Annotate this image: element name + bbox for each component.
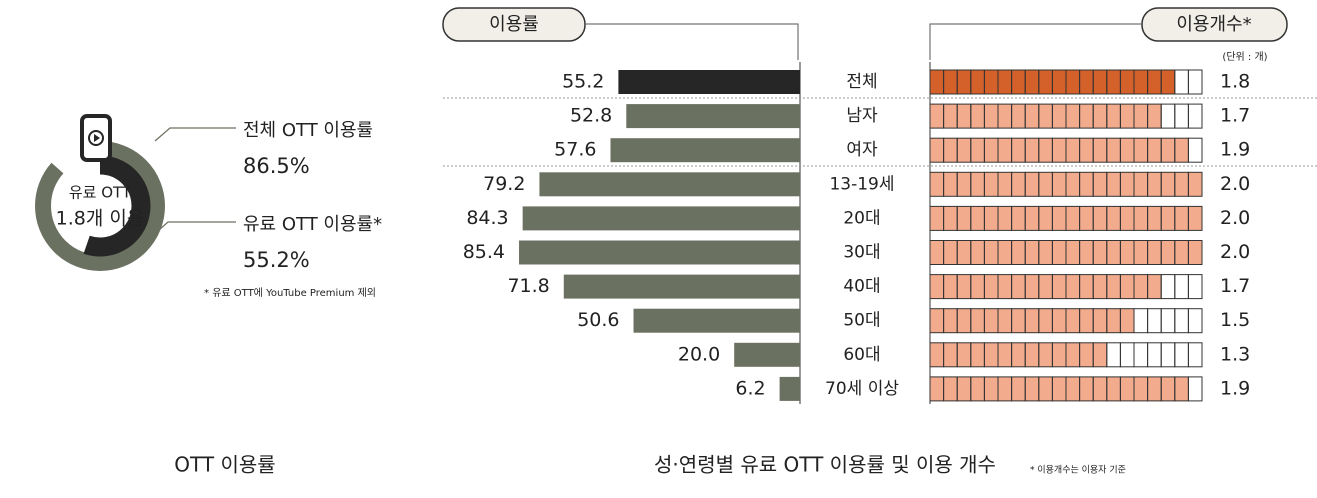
leader-line [154, 127, 236, 142]
data-label: 85.4 [463, 241, 505, 263]
data-label: 20.0 [678, 343, 720, 365]
cell-outline [1187, 240, 1203, 265]
category-label: 50대 [843, 311, 880, 331]
cell-outline [1187, 376, 1203, 402]
bar [618, 70, 800, 94]
legend-label: 전체 OTT 이용률 [243, 120, 373, 141]
data-label: 2.0 [1220, 173, 1250, 195]
category-label: 13-19세 [829, 174, 894, 194]
cell-outline [1174, 274, 1189, 300]
data-label: 1.3 [1220, 343, 1250, 365]
phone-icon [94, 134, 100, 142]
category-label: 남자 [846, 106, 878, 126]
data-label: 1.5 [1220, 309, 1250, 331]
data-label: 79.2 [483, 173, 525, 195]
cell-outline [1187, 205, 1203, 231]
data-label: 2.0 [1220, 241, 1250, 263]
cell-outline [1160, 274, 1176, 300]
bar [522, 206, 800, 231]
cell-outline [1187, 171, 1203, 197]
data-label: 55.2% [243, 248, 310, 272]
bar [626, 104, 800, 129]
cell-outline [1160, 103, 1176, 129]
data-label: 6.2 [735, 377, 765, 399]
cell-outline [1187, 103, 1203, 129]
data-label: 1.9 [1220, 139, 1250, 161]
bar [930, 104, 1162, 129]
data-label: 57.6 [554, 139, 596, 161]
cell-outline [1174, 103, 1189, 129]
cell-outline [1133, 308, 1149, 334]
cell-outline [1187, 137, 1203, 163]
category-label: 60대 [843, 345, 880, 365]
data-label: 84.3 [466, 207, 508, 229]
bar [930, 274, 1162, 299]
data-label: 50.6 [577, 309, 619, 331]
bar [930, 138, 1189, 163]
cell-outline [1133, 342, 1149, 368]
center-text: 1.8개 이용 [56, 208, 145, 230]
cell-outline [1160, 308, 1176, 334]
cell-outline [1174, 342, 1189, 368]
leader-line [149, 221, 236, 239]
bar [930, 342, 1107, 367]
cell-outline [1160, 342, 1176, 368]
category-label: 20대 [843, 208, 880, 228]
data-label: 1.7 [1220, 275, 1250, 297]
data-label: 86.5% [243, 154, 310, 178]
cell-outline [1147, 342, 1162, 368]
bar [930, 308, 1134, 333]
bar [734, 342, 800, 367]
header-line [929, 23, 1142, 60]
bar [519, 240, 800, 265]
data-label: 1.7 [1220, 105, 1250, 127]
chart-title: 성·연령별 유료 OTT 이용률 및 이용 개수 [654, 453, 996, 477]
data-label: 1.9 [1220, 377, 1250, 399]
data-label: 1.8 [1220, 71, 1250, 93]
cell-outline [1147, 308, 1162, 334]
note: * 이용개수는 이용자 기준 [1030, 465, 1126, 476]
cell-outline [1187, 274, 1203, 300]
bar [539, 172, 800, 197]
series-header: 이용개수* [1176, 14, 1251, 35]
data-label: 2.0 [1220, 207, 1250, 229]
cell-outline [1106, 342, 1121, 368]
category-label: 전체 [846, 72, 877, 92]
phone-icon [88, 130, 104, 146]
data-label: 71.8 [507, 275, 549, 297]
category-label: 70세 이상 [825, 379, 899, 399]
bar [563, 274, 800, 299]
category-label: 30대 [843, 243, 880, 263]
donut-title: OTT 이용률 [174, 453, 275, 477]
category-label: 여자 [846, 140, 878, 160]
bar [779, 376, 800, 401]
donut-arc [49, 155, 151, 257]
cell-outline [1187, 308, 1203, 334]
legend-label: 유료 OTT 이용률* [243, 214, 382, 235]
cell-outline [1174, 308, 1189, 334]
data-label: 52.8 [570, 105, 612, 127]
bar [930, 376, 1189, 401]
cell-outline [1187, 342, 1203, 368]
header-line [585, 23, 799, 60]
category-label: 40대 [843, 277, 880, 297]
unit-label: (단위 : 개) [1222, 50, 1267, 63]
note: * 유료 OTT에 YouTube Premium 제외 [204, 287, 376, 299]
bar [610, 138, 800, 163]
cell-outline [1187, 69, 1203, 95]
cell-outline [1174, 69, 1189, 95]
series-header: 이용률 [489, 14, 539, 35]
data-label: 55.2 [562, 71, 604, 93]
center-text: 유료 OTT [69, 184, 132, 202]
cell-outline [1119, 342, 1135, 368]
bar [633, 308, 800, 333]
